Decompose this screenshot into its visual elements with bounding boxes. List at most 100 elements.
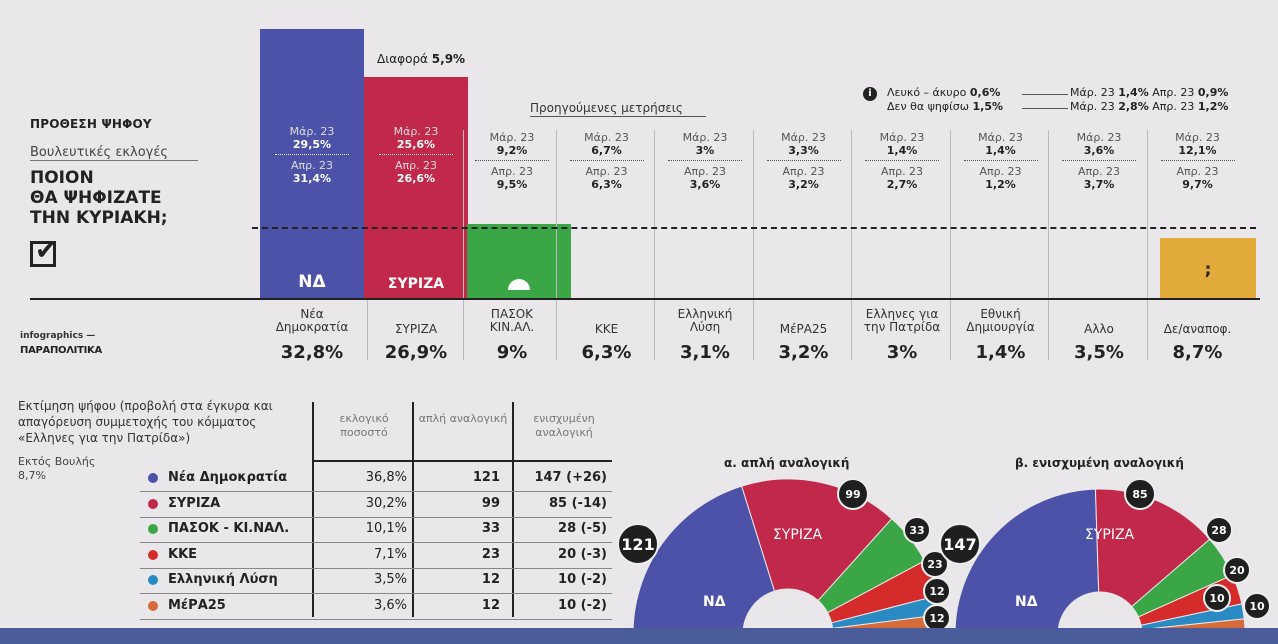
prev-apr-label: Απρ. 23 xyxy=(585,165,628,178)
party-color-dot xyxy=(148,498,158,509)
info-icon: i xyxy=(863,87,877,101)
prev-mar-label: Μάρ. 23 xyxy=(879,131,925,144)
blank-mar: 1,4% xyxy=(1118,86,1149,99)
seat-badge xyxy=(1124,478,1156,510)
party-name: Εθνική Δημιουργία xyxy=(953,308,1049,334)
previous-values: Μάρ. 23 1,4% Απρ. 23 1,2% xyxy=(954,131,1048,191)
prev-separator xyxy=(668,160,742,161)
party-name-line: Ελληνες για xyxy=(865,307,939,321)
prev-apr-value: 3,2% xyxy=(788,178,819,191)
party-percentage: 32,8% xyxy=(280,342,344,363)
cell-reinforced: 85 (-14) xyxy=(549,495,607,511)
party-percentage: 8,7% xyxy=(1172,342,1223,363)
info-leader xyxy=(1022,108,1068,109)
syriza-logo: ΣΥΡΙΖΑ xyxy=(1085,527,1135,543)
table-divider xyxy=(512,402,514,617)
seat-segment xyxy=(741,478,893,602)
party-name-line: Αλλο xyxy=(1084,322,1114,336)
party-name: Ελληνική Λύση xyxy=(168,572,278,587)
prev-separator xyxy=(766,160,841,161)
bottom-strip xyxy=(0,628,1278,644)
novote-mar: 2,8% xyxy=(1118,100,1149,113)
seat-segment xyxy=(1094,488,1211,608)
checkbox-icon: ✔ xyxy=(30,236,57,267)
party-name: Αλλο xyxy=(1051,323,1147,336)
prev-mar-value: 9,2% xyxy=(496,144,528,157)
checkmark-icon: ✔ xyxy=(35,236,57,266)
seat-count: 28 xyxy=(1211,524,1226,537)
party-name-line: ΚΙΝ.ΑΛ. xyxy=(489,320,535,334)
prev-apr-value: 9,7% xyxy=(1182,178,1213,191)
subtitle: Βουλευτικές εκλογές xyxy=(30,145,168,160)
seat-count: 85 xyxy=(1132,488,1147,501)
prev-apr-label: Απρ. 23 xyxy=(782,165,825,178)
seat-count: 12 xyxy=(929,612,944,625)
table-row: Ελληνική Λύση 3,5% 12 10 (-2) xyxy=(140,568,612,594)
bar: ; xyxy=(1160,238,1256,298)
syriza-logo: ΣΥΡΙΖΑ xyxy=(387,275,445,292)
bar xyxy=(467,224,571,298)
prev-apr-label: Απρ. 23 xyxy=(979,165,1022,178)
seat-count: 12 xyxy=(929,585,944,598)
cell-simple: 12 xyxy=(481,572,500,587)
cell-pct: 36,8% xyxy=(365,470,407,485)
prev-mar-label: Μάρ. 23 xyxy=(1076,131,1122,144)
prev-apr-label: Απρ. 23 xyxy=(683,165,727,178)
previous-label: Προηγούμενες μετρήσεις xyxy=(530,101,683,115)
previous-label-underline xyxy=(530,116,706,117)
novote-label: Δεν θα ψηφίσω xyxy=(887,100,969,113)
difference-text: Διαφορά xyxy=(377,52,428,66)
party-name: ΚΚΕ xyxy=(559,323,655,336)
undecided-logo: ; xyxy=(1204,260,1212,280)
prev-separator xyxy=(275,154,349,155)
previous-values: Μάρ. 23 6,7% Απρ. 23 6,3% xyxy=(560,131,654,191)
estimate-description: Εκτίμηση ψήφου (προβολή στα έγκυρα και α… xyxy=(18,399,273,445)
party-name-line: ΣΥΡΙΖΑ xyxy=(394,322,438,336)
prev-apr-label: Απρ. 23 xyxy=(1077,165,1121,178)
col-header-simple: απλή αναλογική xyxy=(418,412,508,425)
party-color-dot xyxy=(148,549,158,560)
cell-pct: 30,2% xyxy=(365,495,407,511)
bar: ΣΥΡΙΖΑ xyxy=(364,77,468,298)
seat-segment xyxy=(1137,574,1243,626)
party-name: ΣΥΡΙΖΑ xyxy=(168,495,221,511)
seat-count: 147 xyxy=(943,535,976,554)
prev-apr-value: 3,7% xyxy=(1083,178,1115,191)
prev-mar-label: Μάρ. 23 xyxy=(489,131,535,144)
previous-values: Μάρ. 23 9,2% Απρ. 23 9,5% xyxy=(465,131,559,191)
party-name-line: Λύση xyxy=(689,320,721,334)
party-name: Νέα Δημοκρατία xyxy=(264,308,360,334)
column-separator xyxy=(1048,130,1049,360)
party-name-line: ΚΚΕ xyxy=(594,322,619,336)
subtitle-underline xyxy=(30,160,198,161)
column-separator xyxy=(1146,130,1148,360)
outside-parliament: Εκτός Βουλής 8,7% xyxy=(18,455,95,483)
prev-separator xyxy=(569,160,644,161)
blank-value: 0,6% xyxy=(969,86,1001,99)
party-color-dot xyxy=(148,473,158,483)
seat-badge xyxy=(1243,592,1271,620)
previous-values: Μάρ. 23 1,4% Απρ. 23 2,7% xyxy=(855,131,949,191)
column-separator xyxy=(752,130,754,360)
cell-pct: 10,1% xyxy=(365,521,407,536)
seat-segment xyxy=(632,485,776,635)
party-percentage: 3,2% xyxy=(778,342,829,363)
party-name: ΚΚΕ xyxy=(168,546,198,562)
info-current: Λευκό – άκυρο 0,6% Δεν θα ψηφίσω 1,5% xyxy=(887,86,1003,114)
cell-pct: 3,5% xyxy=(373,572,407,587)
seat-badge xyxy=(921,550,949,578)
party-percentage: 3,1% xyxy=(680,342,730,363)
party-name-line: Εθνική xyxy=(980,307,1021,321)
credit: infographics — xyxy=(20,331,96,341)
mar-label: Μάρ. 23 xyxy=(1070,100,1115,113)
question-line-2: ΘΑ ΨΗΦΙΖΑΤΕ xyxy=(30,188,162,208)
table-header-line xyxy=(312,460,612,462)
party-name: Ελληνική Λύση xyxy=(657,308,753,334)
prev-mar-label: Μάρ. 23 xyxy=(781,131,826,144)
apr-label: Απρ. 23 xyxy=(1152,86,1195,99)
previous-values: Μάρ. 23 29,5% Απρ. 23 31,4% xyxy=(265,125,359,185)
outside-value: 8,7% xyxy=(18,469,46,482)
difference-value: 5,9% xyxy=(431,52,466,66)
party-name: Δε/αναποφ. xyxy=(1150,323,1246,336)
difference-label: Διαφορά 5,9% xyxy=(377,52,465,66)
